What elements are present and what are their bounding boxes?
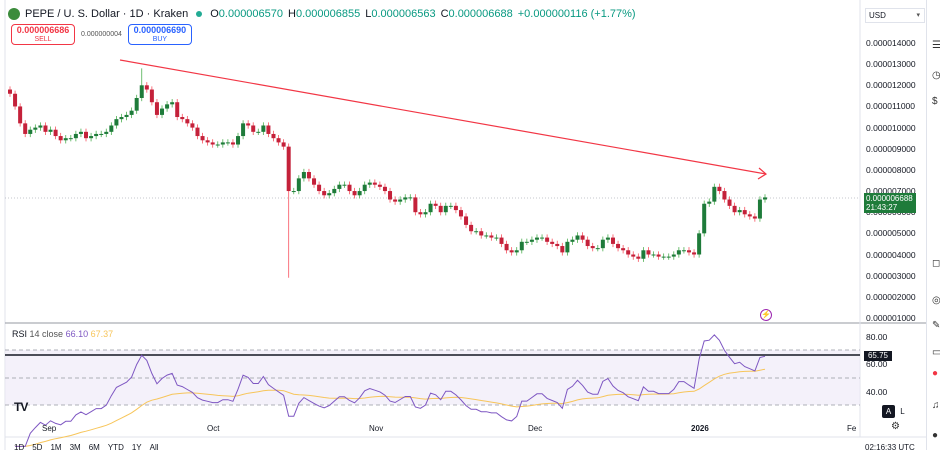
spread-value: 0.000000004: [81, 31, 122, 38]
chevron-down-icon: ▾: [916, 12, 920, 19]
rsi-axis-40: 40.00: [866, 387, 888, 397]
close-key: C: [440, 8, 449, 20]
right-toolbar: [926, 0, 940, 450]
timeframe-1d[interactable]: 1D: [14, 443, 25, 452]
alerts-clock-icon[interactable]: ◷: [932, 70, 940, 81]
timeframe-6m[interactable]: 6M: [88, 443, 100, 452]
timeframe-1m[interactable]: 1M: [50, 443, 62, 452]
target-icon[interactable]: ◎: [932, 295, 940, 306]
price-axis-label: 0.000005000: [866, 228, 916, 239]
buy-button[interactable]: 0.000006690 BUY: [127, 24, 192, 45]
sell-button[interactable]: 0.000006686 SELL: [11, 24, 75, 45]
price-axis-label: 0.000014000: [866, 38, 916, 48]
notification-icon[interactable]: ●: [932, 368, 939, 379]
auto-scale-button[interactable]: A: [882, 405, 895, 418]
open-key: O: [210, 8, 219, 20]
rsi-name: RSI: [12, 329, 28, 339]
price-axis-label: 0.000013000: [866, 59, 916, 70]
price-axis-label: 0.000004000: [866, 249, 916, 260]
price-axis-label: 0.000003000: [866, 270, 916, 281]
last-price-label: 0.000006688 21:43:27: [864, 193, 916, 213]
help-icon[interactable]: ●: [932, 430, 939, 441]
last-price: 0.000006688: [866, 194, 913, 203]
pepe-logo-icon: [8, 8, 20, 20]
timeframe-bar: 1D 5D 1M 3M 6M YTD 1Y All: [14, 443, 159, 452]
rsi-current-label: 65.75: [864, 351, 892, 361]
high-key: H: [288, 8, 296, 20]
time-axis-label: Oct: [207, 424, 220, 433]
log-scale-button[interactable]: L: [900, 407, 905, 416]
utc-clock[interactable]: 02:16:33 UTC: [865, 443, 915, 452]
buy-price: 0.000006690: [133, 25, 187, 35]
time-axis-label: Nov: [369, 424, 384, 433]
rsi-axis-60: 60.00: [866, 359, 888, 369]
open-value: 0.000006570: [218, 8, 284, 20]
price-axis-label: 0.000002000: [866, 291, 916, 302]
ideas-icon[interactable]: $: [932, 96, 938, 107]
price-axis-label: 0.000011000: [866, 101, 916, 112]
timeframe-1y[interactable]: 1Y: [131, 443, 142, 452]
chat-icon[interactable]: ◻: [932, 258, 940, 269]
low-value: 0.000006563: [371, 8, 436, 20]
bell-icon[interactable]: ♫: [932, 400, 940, 411]
buy-label: BUY: [152, 36, 168, 43]
market-status-icon: [196, 11, 203, 17]
currency-select[interactable]: USD ▾: [865, 8, 925, 23]
change-value: +0.000000116 (+1.77%): [517, 8, 636, 20]
bar-countdown: 21:43:27: [866, 203, 898, 212]
price-axis-label: 0.000008000: [866, 164, 916, 175]
time-axis-label: Sep: [42, 424, 57, 433]
lightning-event-icon[interactable]: ⚡: [760, 309, 772, 321]
rsi-axis-80: 80.00: [866, 332, 888, 342]
watchlist-icon[interactable]: ☰: [932, 40, 940, 51]
rsi-value: 66.10: [65, 329, 89, 339]
tradingview-logo[interactable]: TV: [14, 400, 28, 414]
time-axis-label: Fe: [847, 424, 857, 433]
symbol-header: PEPE / U. S. Dollar · 1D · Kraken O 0.000…: [8, 8, 636, 20]
timeframe-3m[interactable]: 3M: [69, 443, 81, 452]
trade-panel: 0.000006686 SELL 0.000000004 0.000006690…: [11, 24, 192, 45]
close-value: 0.000006688: [448, 8, 513, 20]
time-axis-label: 2026: [691, 424, 709, 433]
settings-gear-icon[interactable]: ⚙: [891, 421, 900, 432]
rsi-line: [15, 334, 766, 447]
pencil-icon[interactable]: ✎: [932, 320, 940, 331]
trendline-annotation[interactable]: [119, 59, 768, 180]
currency-value: USD: [869, 11, 886, 20]
candlestick-series: [8, 68, 767, 278]
price-axis-label: 0.000010000: [866, 122, 916, 133]
sell-label: SELL: [34, 36, 52, 43]
price-axis-label: 0.000012000: [866, 80, 916, 91]
timeframe-all[interactable]: All: [149, 443, 159, 452]
symbol-title[interactable]: PEPE / U. S. Dollar · 1D · Kraken: [25, 8, 189, 20]
high-value: 0.000006855: [295, 8, 361, 20]
calendar-icon[interactable]: ▭: [932, 347, 940, 358]
time-axis-label: Dec: [528, 424, 543, 433]
price-axis-label: 0.000007000: [866, 186, 916, 197]
low-key: L: [365, 8, 372, 20]
price-axis-label: 0.000009000: [866, 143, 916, 154]
rsi-ma-value: 67.37: [90, 329, 114, 339]
rsi-band: [5, 350, 860, 405]
timeframe-ytd[interactable]: YTD: [107, 443, 124, 452]
rsi-params: 14 close: [29, 329, 64, 339]
rsi-legend[interactable]: RSI 14 close 66.10 67.37: [12, 329, 113, 339]
timeframe-5d[interactable]: 5D: [32, 443, 43, 452]
price-axis-label: 0.000001000: [866, 312, 916, 323]
sell-price: 0.000006686: [16, 25, 70, 35]
